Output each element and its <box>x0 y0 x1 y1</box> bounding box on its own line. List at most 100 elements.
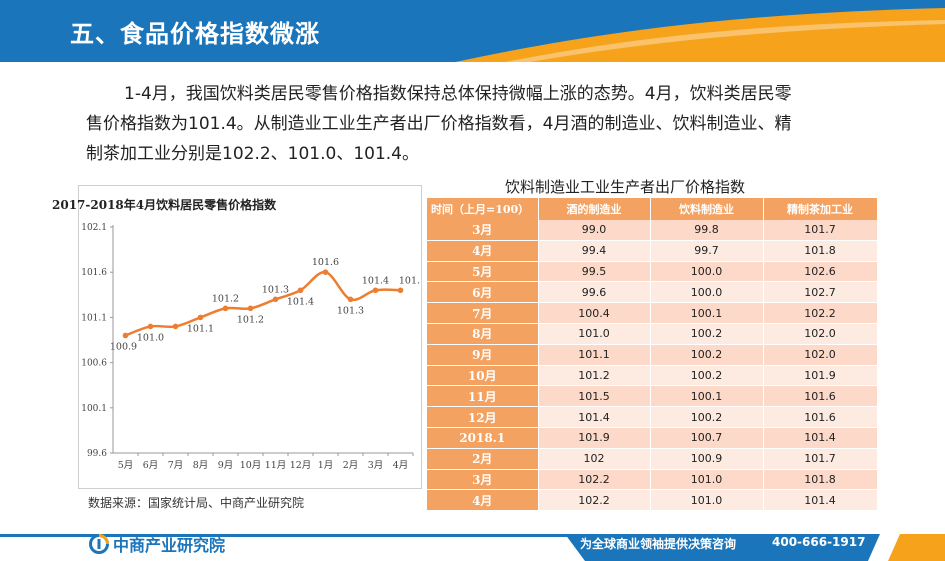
header-banner: 五、食品价格指数微涨 <box>0 0 945 62</box>
page-title: 五、食品价格指数微涨 <box>70 20 320 48</box>
y-tick-label: 102.1 <box>81 223 107 233</box>
table-cell: 99.7 <box>650 240 764 262</box>
x-tick-label: 4月 <box>393 460 409 471</box>
table-cell: 101.1 <box>538 344 651 366</box>
y-tick-label: 101.6 <box>81 268 107 278</box>
y-tick-label: 101.1 <box>81 313 107 323</box>
table-cell: 100.9 <box>650 448 764 470</box>
data-point <box>297 287 304 294</box>
data-label: 101.3 <box>262 284 289 295</box>
table-row: 10月 101.2 100.2 101.9 <box>427 365 878 387</box>
data-point <box>347 296 354 303</box>
x-tick-label: 2月 <box>343 460 359 471</box>
table-row-label: 12月 <box>427 406 539 428</box>
table-row-label: 3月 <box>427 469 539 491</box>
table-cell: 101.2 <box>538 365 651 387</box>
paragraph-line: 制茶加工业分别是102.2、101.0、101.4。 <box>86 144 420 164</box>
header-background <box>0 0 945 62</box>
table-cell: 102.2 <box>538 469 651 491</box>
data-point <box>272 296 279 303</box>
data-label: 100.9 <box>110 341 137 352</box>
data-label: 101.4 <box>287 296 314 307</box>
table-header-cell: 时间（上月=100） <box>427 198 539 220</box>
table-row: 3月 102.2 101.0 101.8 <box>427 469 878 491</box>
table-cell: 101.0 <box>650 469 764 491</box>
table-cell: 101.7 <box>763 220 878 241</box>
data-point <box>172 323 179 330</box>
data-point <box>122 332 129 339</box>
table-cell: 100.7 <box>650 427 764 449</box>
data-label: 101.4 <box>399 275 420 286</box>
data-label: 101.4 <box>362 275 389 286</box>
data-label: 101.6 <box>312 257 339 268</box>
table-cell: 102.2 <box>763 302 878 324</box>
table-row-label: 6月 <box>427 281 539 304</box>
table-row-label: 9月 <box>427 344 539 366</box>
data-label: 101.2 <box>237 314 264 325</box>
table-row-label: 11月 <box>427 385 539 408</box>
table-row: 5月 99.5 100.0 102.6 <box>427 261 878 283</box>
table-cell: 100.2 <box>650 323 764 345</box>
data-source: 数据来源：国家统计局、中商产业研究院 <box>88 496 305 510</box>
table-cell: 102 <box>538 448 651 470</box>
table-cell: 101.6 <box>763 406 878 428</box>
table-cell: 102.7 <box>763 281 878 304</box>
table-row: 8月 101.0 100.2 102.0 <box>427 323 878 345</box>
data-label: 101.0 <box>137 332 164 343</box>
footer-background <box>0 534 945 561</box>
table-row: 2月 102 100.9 101.7 <box>427 448 878 470</box>
table-row: 4月 102.2 101.0 101.4 <box>427 489 878 512</box>
x-tick-label: 10月 <box>240 460 262 471</box>
data-point <box>397 287 404 294</box>
table-cell: 101.6 <box>763 385 878 408</box>
table-row-label: 3月 <box>427 220 539 241</box>
table-row: 4月 99.4 99.7 101.8 <box>427 240 878 262</box>
table-row: 2018.1 101.9 100.7 101.4 <box>427 427 878 449</box>
data-point <box>372 287 379 294</box>
table-cell: 100.4 <box>538 302 651 324</box>
company-logo-icon <box>89 534 109 554</box>
table-cell: 102.0 <box>763 323 878 345</box>
table-cell: 102.2 <box>538 489 651 512</box>
table-header-row: 时间（上月=100） 酒的制造业 饮料制造业 精制茶加工业 <box>427 198 878 220</box>
y-tick-label: 99.6 <box>87 449 107 459</box>
data-point <box>222 305 229 312</box>
table-cell: 101.0 <box>650 489 764 512</box>
table-row-label: 5月 <box>427 261 539 283</box>
table-header-cell: 饮料制造业 <box>650 198 764 220</box>
intro-paragraph: 1-4月，我国饮料类居民零售价格指数保持总体保持微幅上涨的态势。4月，饮料类居民… <box>86 79 876 169</box>
table-row: 3月 99.0 99.8 101.7 <box>427 220 878 241</box>
table-cell: 101.0 <box>538 323 651 345</box>
table-row: 9月 101.1 100.2 102.0 <box>427 344 878 366</box>
table-row-label: 7月 <box>427 302 539 324</box>
table-cell: 101.8 <box>763 240 878 262</box>
x-tick-label: 3月 <box>368 460 384 471</box>
table-cell: 100.1 <box>650 385 764 408</box>
footer-phone: 400-666-1917 <box>772 535 866 549</box>
table-cell: 100.0 <box>650 261 764 283</box>
table-cell: 99.5 <box>538 261 651 283</box>
paragraph-line: 售价格指数为101.4。从制造业工业生产者出厂价格指数看，4月酒的制造业、饮料制… <box>86 114 792 134</box>
table-header-cell: 酒的制造业 <box>538 198 651 220</box>
table-row: 7月 100.4 100.1 102.2 <box>427 302 878 324</box>
table-row-label: 4月 <box>427 240 539 262</box>
y-tick-label: 100.1 <box>81 404 107 414</box>
chart-title: 2017-2018年4月饮料居民零售价格指数 <box>52 198 277 212</box>
table-cell: 101.9 <box>763 365 878 387</box>
footer-slogan: 为全球商业领袖提供决策咨询 <box>580 537 737 551</box>
series-line <box>125 270 401 337</box>
line-chart: 102.1 101.6 101.1 100.6 100.1 99.6 5月 6月 7月 8月 9月 1… <box>81 223 420 471</box>
paragraph-line: 1-4月，我国饮料类居民零售价格指数保持总体保持微幅上涨的态势。4月，饮料类居民… <box>124 84 792 104</box>
x-tick-label: 11月 <box>265 460 287 471</box>
x-tick-label: 7月 <box>168 460 184 471</box>
y-tick-label: 100.6 <box>81 359 107 369</box>
table-cell: 101.5 <box>538 385 651 408</box>
data-point <box>247 305 254 312</box>
x-tick-label: 5月 <box>118 460 134 471</box>
table-cell: 101.4 <box>538 406 651 428</box>
table-row-label: 2月 <box>427 448 539 470</box>
table-cell: 99.0 <box>538 220 651 241</box>
table-cell: 99.4 <box>538 240 651 262</box>
data-point <box>322 269 329 275</box>
company-logo: 中商产业研究院 <box>89 533 225 555</box>
